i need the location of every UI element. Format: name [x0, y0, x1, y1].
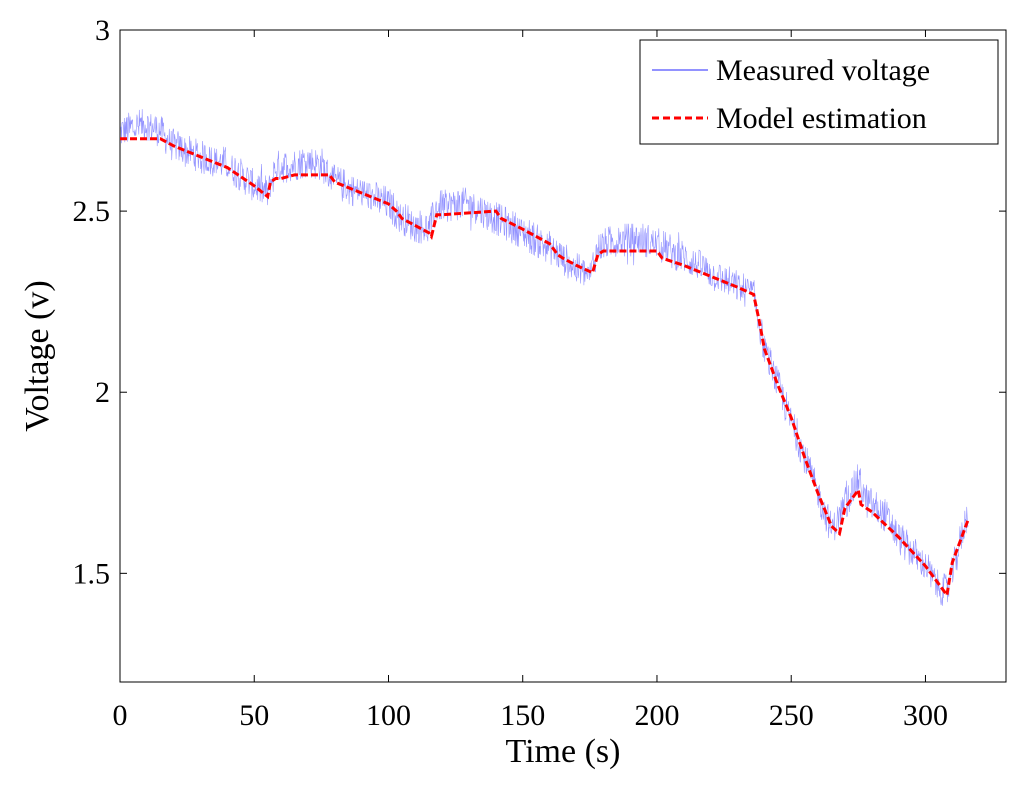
- series-measured-voltage: [119, 109, 969, 606]
- series-layer: [119, 109, 970, 606]
- y-tick-label: 2: [95, 376, 110, 409]
- y-tick-label: 3: [95, 14, 110, 47]
- y-tick-label: 1.5: [73, 557, 111, 590]
- series-model-estimation: [120, 137, 970, 599]
- x-tick-label: 250: [769, 699, 814, 732]
- x-tick-label: 150: [500, 699, 545, 732]
- y-tick-label: 2.5: [73, 195, 111, 228]
- legend-box: [639, 39, 999, 145]
- legend: Measured voltage Model estimation: [639, 39, 999, 145]
- x-tick-labels: 0 50 100 150 200 250 300: [113, 699, 948, 732]
- x-tick-label: 100: [366, 699, 411, 732]
- x-tick-label: 0: [113, 699, 128, 732]
- ticks-layer: [119, 29, 1006, 682]
- x-tick-label: 200: [634, 699, 679, 732]
- legend-label-model: Model estimation: [716, 102, 927, 135]
- y-axis-label: Voltage (v): [19, 280, 56, 431]
- y-tick-labels: 1.5 2 2.5 3: [73, 14, 111, 590]
- legend-label-measured: Measured voltage: [716, 54, 930, 87]
- x-tick-label: 50: [239, 699, 269, 732]
- x-axis-label: Time (s): [506, 733, 621, 770]
- x-tick-label: 300: [903, 699, 948, 732]
